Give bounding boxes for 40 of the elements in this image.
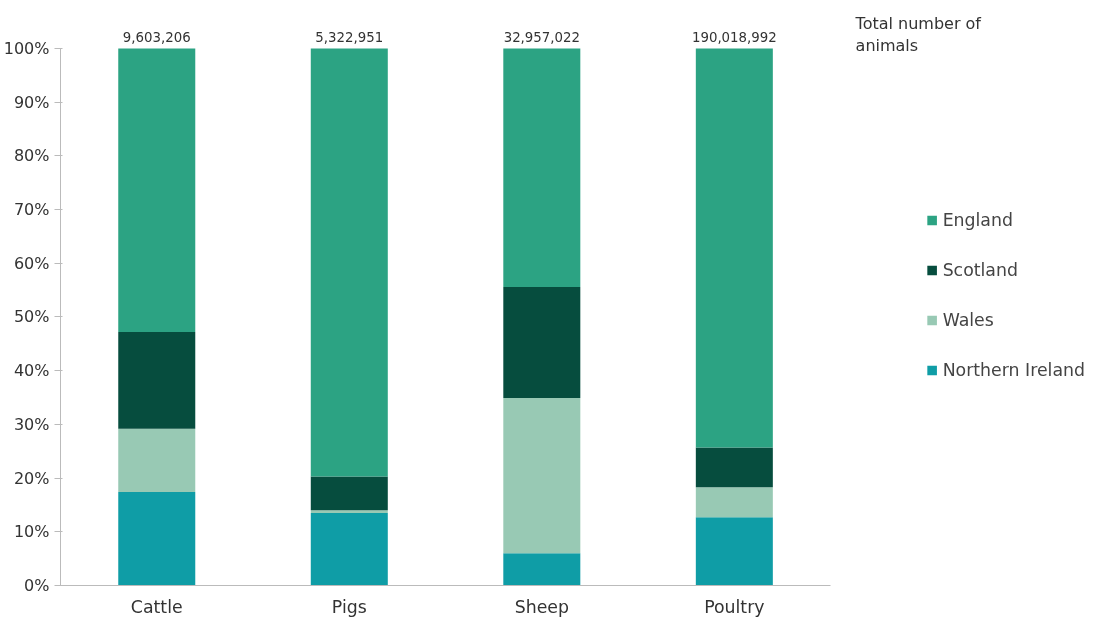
legend-label: Wales [942, 310, 994, 330]
y-tick-label: 20% [13, 468, 50, 488]
bar [310, 510, 388, 513]
y-tick-label: 50% [13, 307, 50, 327]
y-tick-label: 40% [13, 361, 50, 381]
bar [118, 428, 196, 493]
x-tick-label: Pigs [331, 596, 367, 617]
legend-label: Northern Ireland [942, 360, 1085, 380]
y-tick-label: 100% [3, 38, 50, 58]
y-tick-label: 90% [13, 92, 50, 112]
bar [118, 332, 196, 429]
text: Total number of animals [854, 13, 982, 56]
bar [310, 48, 388, 477]
bar [695, 48, 773, 448]
bar [695, 517, 773, 586]
y-tick-label: 30% [13, 414, 50, 434]
x-tick-label: Cattle [130, 596, 183, 617]
y-tick-label: 70% [13, 200, 50, 220]
bar [503, 553, 581, 586]
x-tick-label: Sheep [514, 596, 569, 617]
bar [695, 447, 773, 488]
y-tick-label: 60% [13, 253, 50, 273]
bar [503, 398, 581, 554]
legend-label: England [942, 210, 1013, 230]
bar [310, 513, 388, 586]
bar [118, 492, 196, 586]
annotation: 9,603,206 [122, 30, 191, 46]
y-tick-label: 10% [13, 522, 50, 542]
bar [118, 48, 196, 333]
bar [503, 48, 581, 287]
x-tick-label: Poultry [704, 596, 765, 617]
bar [695, 487, 773, 518]
legend-label: Scotland [942, 260, 1018, 280]
bar [503, 286, 581, 399]
bar [310, 476, 388, 511]
annotation: 5,322,951 [315, 30, 384, 46]
y-tick-label: 80% [13, 146, 50, 166]
annotation: 190,018,992 [691, 30, 777, 46]
y-tick-label: 0% [24, 576, 50, 595]
annotation: 32,957,022 [503, 30, 580, 46]
